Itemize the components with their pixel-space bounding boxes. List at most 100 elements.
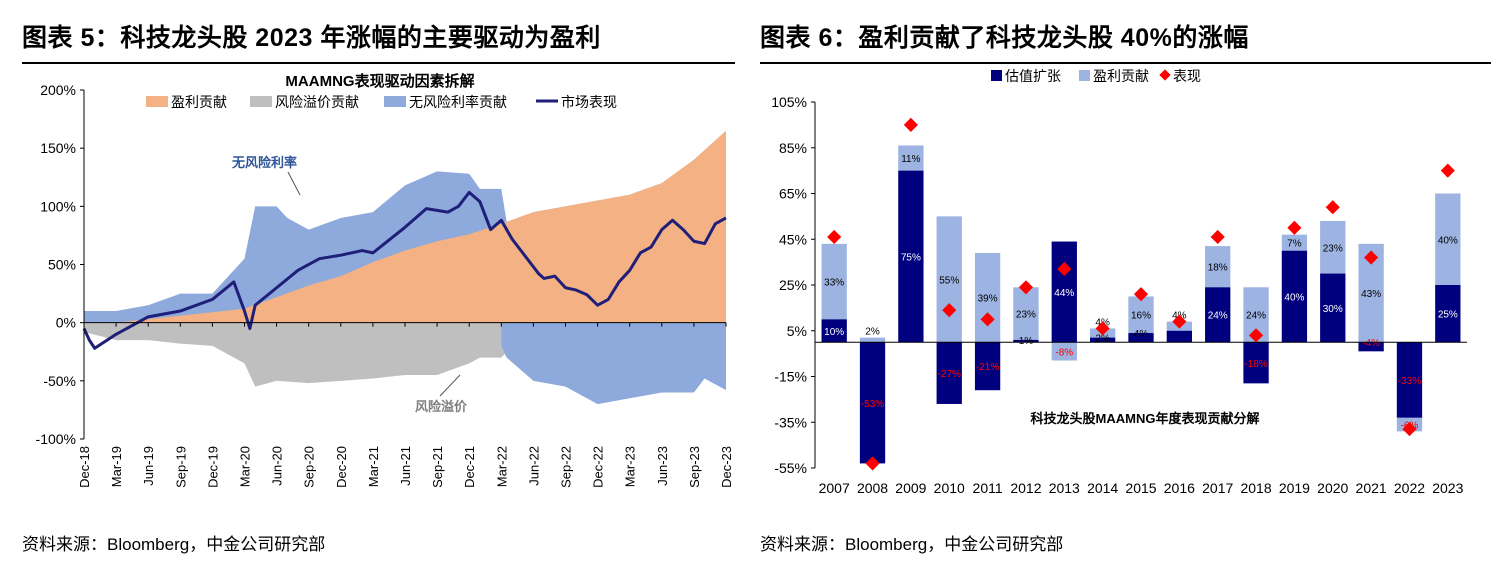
valuation-bar-2014 bbox=[1089, 337, 1116, 343]
legend-label-earnings: 盈利贡献 bbox=[171, 94, 227, 110]
legend-swatch-earnings bbox=[1079, 70, 1090, 81]
x-tick-label: 2009 bbox=[895, 480, 926, 496]
x-tick-label: Dec-19 bbox=[205, 446, 220, 488]
earnings-label-2020: 23% bbox=[1323, 243, 1343, 254]
x-tick-label: Mar-23 bbox=[623, 446, 638, 487]
valuation-label-2009: 75% bbox=[901, 252, 921, 263]
x-tick-label: 2010 bbox=[934, 480, 965, 496]
performance-marker-2008 bbox=[865, 456, 880, 471]
x-tick-label: Jun-23 bbox=[655, 446, 670, 486]
valuation-bar-2019 bbox=[1281, 250, 1308, 343]
legend-label-valuation: 估值扩张 bbox=[1005, 68, 1061, 84]
performance-marker-2009 bbox=[903, 117, 918, 132]
earnings-bar-2015 bbox=[1128, 296, 1154, 334]
performance-marker-2007 bbox=[827, 229, 842, 245]
x-tick-label: Jun-20 bbox=[270, 446, 285, 486]
valuation-label-2007: 10% bbox=[824, 327, 844, 338]
earnings-bar-2010 bbox=[936, 216, 962, 343]
valuation-bar-2012 bbox=[1013, 339, 1039, 343]
y-tick-label: 5% bbox=[787, 323, 807, 339]
earnings-label-2015: 16% bbox=[1131, 311, 1151, 322]
y-tick-label: 100% bbox=[40, 198, 76, 214]
performance-marker-2021 bbox=[1364, 250, 1379, 265]
figure-6-title: 图表 6：盈利贡献了科技龙头股 40%的涨幅 bbox=[760, 24, 1249, 52]
figure-6-source: 资料来源：Bloomberg，中金公司研究部 bbox=[760, 535, 1064, 554]
chart-legend: 估值扩张 盈利贡献 表现 bbox=[991, 68, 1201, 84]
performance-marker-2014 bbox=[1095, 321, 1110, 336]
earnings-bar-2019 bbox=[1281, 234, 1308, 251]
earnings-label-2021: 43% bbox=[1361, 289, 1381, 300]
valuation-bar-2011 bbox=[974, 342, 1001, 391]
y-tick-label: 200% bbox=[40, 82, 76, 98]
annual-contribution-chart: 估值扩张 盈利贡献 表现 10% 33% -53% 2% 75% 11% -27% 55% -2… bbox=[771, 68, 1467, 496]
earnings-label-2011: 39% bbox=[978, 294, 998, 305]
x-tick-label: 2023 bbox=[1432, 480, 1463, 496]
valuation-label-2008: -53% bbox=[861, 399, 884, 410]
earnings-bar-2012 bbox=[1013, 287, 1039, 340]
figure-6-title-rule bbox=[760, 62, 1491, 64]
axes: -100% -50% 0% 50% 100% 150% 200% Dec-18 Mar-19 Ju… bbox=[36, 82, 734, 488]
performance-marker-2010 bbox=[942, 303, 957, 318]
valuation-label-2015: 4% bbox=[1134, 329, 1149, 340]
annotation-riskfree-arrow bbox=[287, 171, 301, 196]
valuation-label-2012: 1% bbox=[1019, 336, 1034, 347]
y-tick-label: 0% bbox=[56, 315, 76, 331]
valuation-label-2022: -33% bbox=[1398, 376, 1421, 387]
driver-decomposition-chart: MAAMNG表现驱动因素拆解 盈利贡献 风险溢价贡献 无风险利率贡献 市场表现 … bbox=[36, 72, 734, 488]
legend-swatch-riskfree bbox=[384, 96, 406, 107]
x-tick-label: 2013 bbox=[1049, 480, 1080, 496]
x-tick-label: Dec-18 bbox=[77, 446, 92, 488]
figure-5-title-rule bbox=[22, 62, 735, 64]
valuation-bar-2022 bbox=[1396, 342, 1423, 418]
x-tick-label: Mar-22 bbox=[494, 446, 509, 487]
valuation-label-2021: -4% bbox=[1362, 338, 1380, 349]
y-tick-label: 65% bbox=[779, 186, 807, 202]
legend-label-performance: 表现 bbox=[1173, 68, 1201, 84]
y-tick-label: -55% bbox=[774, 460, 807, 476]
x-tick-label: 2022 bbox=[1394, 480, 1425, 496]
earnings-bar-2011 bbox=[974, 252, 1001, 343]
valuation-bar-2017 bbox=[1205, 287, 1231, 343]
valuation-bar-2015 bbox=[1128, 333, 1154, 343]
performance-marker-2017 bbox=[1210, 229, 1225, 245]
valuation-bar-2010 bbox=[936, 342, 962, 404]
valuation-bar-2016 bbox=[1166, 330, 1193, 343]
plot-area: 10% 33% -53% 2% 75% 11% -27% 55% -21% 39% 1% 23% 44%… bbox=[821, 117, 1461, 471]
performance-marker-2015 bbox=[1133, 287, 1149, 302]
market-performance-line bbox=[82, 190, 727, 350]
valuation-label-2011: -21% bbox=[976, 362, 999, 373]
x-tick-label: 2016 bbox=[1164, 480, 1195, 496]
x-tick-label: Sep-22 bbox=[559, 446, 574, 488]
y-tick-label: 105% bbox=[771, 94, 807, 110]
earnings-bar-2008 bbox=[859, 337, 886, 343]
y-tick-label: 25% bbox=[779, 277, 807, 293]
performance-marker-2011 bbox=[980, 312, 995, 327]
valuation-bar-2013 bbox=[1051, 241, 1077, 343]
performance-marker-2016 bbox=[1172, 314, 1187, 329]
x-tick-label: 2007 bbox=[819, 480, 850, 496]
annotation-risk-premium-arrow bbox=[439, 374, 461, 397]
legend-swatch-earnings bbox=[146, 96, 168, 107]
valuation-bar-2009 bbox=[898, 170, 924, 343]
x-tick-label: Sep-23 bbox=[687, 446, 702, 488]
earnings-label-2013: -8% bbox=[1055, 347, 1073, 358]
valuation-label-2023: 25% bbox=[1438, 310, 1458, 321]
x-tick-label: Dec-21 bbox=[462, 446, 477, 488]
x-tick-label: 2020 bbox=[1317, 480, 1348, 496]
annotations: 无风险利率 风险溢价 bbox=[231, 155, 468, 414]
earnings-label-2018: 24% bbox=[1246, 311, 1266, 322]
y-tick-label: 50% bbox=[48, 257, 76, 273]
x-tick-label: Jun-21 bbox=[398, 446, 413, 486]
y-tick-label: -100% bbox=[36, 431, 76, 447]
valuation-bar-2023 bbox=[1435, 285, 1461, 343]
earnings-label-2007: 33% bbox=[824, 278, 844, 289]
earnings-label-2012: 23% bbox=[1016, 310, 1036, 321]
earnings-label-2010: 55% bbox=[939, 275, 959, 286]
valuation-bar-2008 bbox=[859, 342, 886, 464]
figure-5-panel: 图表 5：科技龙头股 2023 年涨幅的主要驱动为盈利 MAAMNG表现驱动因素… bbox=[0, 0, 745, 564]
x-tick-label: Mar-21 bbox=[366, 446, 381, 487]
earnings-label-2023: 40% bbox=[1438, 235, 1458, 246]
y-tick-label: -35% bbox=[774, 414, 807, 430]
legend-swatch-performance bbox=[1159, 69, 1171, 81]
x-tick-label: Jun-22 bbox=[526, 446, 541, 486]
